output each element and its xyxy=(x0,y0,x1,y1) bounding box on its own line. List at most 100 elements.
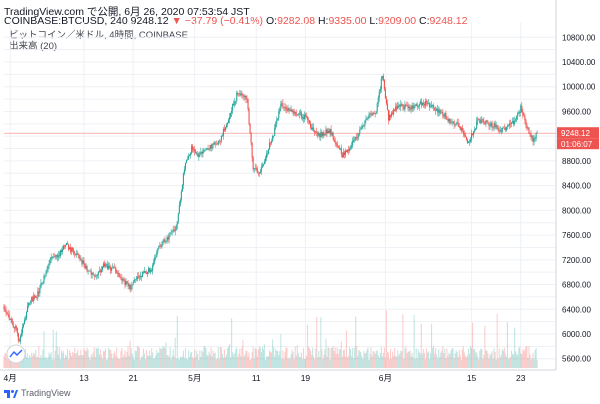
volume-bar xyxy=(294,346,296,368)
volume-bar xyxy=(188,350,190,368)
candle-body xyxy=(489,125,491,127)
volume-bar xyxy=(479,350,481,368)
candle-body xyxy=(109,266,111,268)
volume-bar xyxy=(191,352,193,368)
volume-bar xyxy=(530,359,532,368)
volume-bar xyxy=(417,349,419,368)
volume-bar xyxy=(181,356,183,368)
volume-bar xyxy=(445,358,447,368)
candle-body xyxy=(58,255,60,257)
volume-bar xyxy=(500,354,502,368)
candle-body xyxy=(130,285,132,290)
volume-bar xyxy=(241,347,243,368)
volume-bar xyxy=(128,355,130,368)
candle-body xyxy=(351,145,353,148)
volume-bar xyxy=(102,351,105,368)
candle-body xyxy=(329,129,331,134)
volume-bar xyxy=(204,346,206,368)
scroll-to-realtime-button[interactable] xyxy=(6,344,26,364)
candle-body xyxy=(365,118,367,121)
candle-body xyxy=(215,143,217,145)
x-tick-label: 4月 xyxy=(4,373,17,383)
volume-bar xyxy=(45,356,47,368)
volume-bar xyxy=(367,347,369,368)
volume-bar xyxy=(512,353,514,368)
volume-bar xyxy=(80,349,82,368)
candle-body xyxy=(216,144,218,145)
volume-bar xyxy=(201,350,203,368)
volume-bar xyxy=(343,349,345,368)
candle-body xyxy=(323,132,325,136)
volume-bar xyxy=(144,359,147,368)
volume-bar xyxy=(358,349,360,368)
candle-body xyxy=(163,239,165,242)
volume-bar xyxy=(432,348,434,368)
volume-bar xyxy=(176,316,178,368)
candle-body xyxy=(432,105,434,106)
x-tick-label: 21 xyxy=(128,373,138,383)
candle-body xyxy=(492,127,494,128)
candle-body xyxy=(409,106,411,110)
candle-body xyxy=(403,106,405,110)
volume-bar xyxy=(175,358,177,368)
volume-bar xyxy=(310,350,312,368)
volume-bar xyxy=(254,348,256,368)
volume-bar xyxy=(158,352,160,368)
volume-indicator-label[interactable]: 出来高 (20) xyxy=(9,41,58,52)
candle-body xyxy=(108,266,110,269)
candle-body xyxy=(253,168,255,170)
volume-bar xyxy=(406,353,408,368)
candle-body xyxy=(65,242,68,246)
candle-body xyxy=(377,97,379,104)
volume-bar xyxy=(302,348,304,368)
candle-body xyxy=(96,274,98,276)
candle-body xyxy=(332,132,334,139)
volume-bar xyxy=(171,355,173,368)
volume-bar xyxy=(455,350,457,368)
volume-bar xyxy=(155,354,157,368)
candle-body xyxy=(347,149,350,151)
volume-bar xyxy=(346,357,349,368)
volume-bar xyxy=(93,347,95,368)
tradingview-branding[interactable]: TradingView xyxy=(4,388,71,398)
candle-body xyxy=(387,109,390,121)
candle-body xyxy=(449,118,451,124)
volume-bar xyxy=(323,354,325,368)
volume-bar xyxy=(216,358,218,368)
candle-body xyxy=(248,108,250,124)
publish-info: TradingView.com で公開, 6月 26, 2020 07:53:5… xyxy=(4,4,250,19)
volume-bar xyxy=(228,346,230,368)
volume-bar xyxy=(236,347,238,368)
candle-body xyxy=(454,124,456,126)
volume-bar xyxy=(275,349,277,368)
volume-bar xyxy=(274,356,276,368)
candle-body xyxy=(420,101,422,106)
candle-body xyxy=(286,109,288,111)
candle-body xyxy=(174,229,176,232)
volume-bar xyxy=(90,354,92,368)
volume-bar xyxy=(280,334,282,368)
candle-body xyxy=(422,102,424,105)
volume-bar xyxy=(518,348,520,368)
candle-body xyxy=(459,126,461,131)
candle-body xyxy=(211,144,213,149)
candle-body xyxy=(331,132,333,135)
volume-bar xyxy=(327,347,329,368)
candle-body xyxy=(210,145,212,149)
volume-bar xyxy=(162,346,164,368)
candle-body xyxy=(90,270,92,275)
candle-body xyxy=(171,231,173,233)
candle-body xyxy=(83,260,85,265)
candle-body xyxy=(460,127,462,131)
candle-body xyxy=(233,103,235,105)
volume-bar xyxy=(33,352,35,368)
volume-bar xyxy=(101,358,103,368)
volume-bar xyxy=(437,358,439,368)
candle-body xyxy=(101,267,103,270)
volume-bar xyxy=(433,346,435,368)
candle-body xyxy=(205,149,207,151)
candle-body xyxy=(357,136,359,138)
volume-bar xyxy=(32,355,34,368)
y-tick-label: 6800.00 xyxy=(562,281,591,290)
